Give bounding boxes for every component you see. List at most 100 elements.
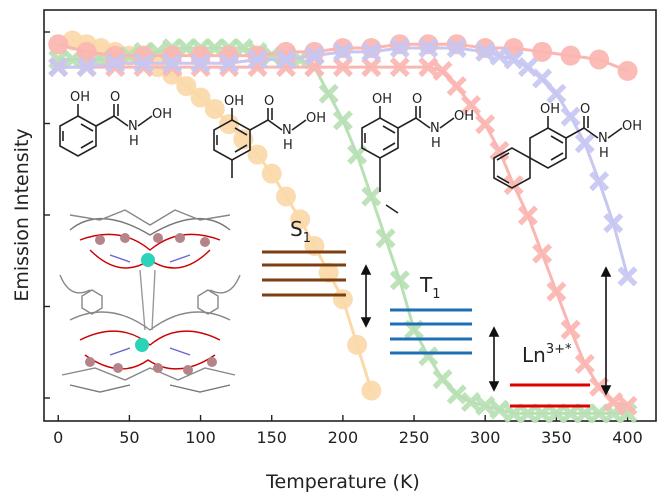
ligand-2-o: O	[264, 94, 274, 109]
data-point	[318, 83, 339, 104]
data-point	[560, 106, 581, 127]
data-point	[389, 57, 410, 78]
data-point	[503, 175, 524, 196]
data-point	[219, 53, 239, 74]
data-point	[503, 49, 524, 70]
data-point	[133, 53, 154, 74]
data-point	[461, 95, 481, 116]
x-tick-label: 100	[185, 428, 216, 447]
x-tick-label: 0	[53, 428, 63, 447]
ligand-2-noh: OH	[306, 111, 326, 126]
data-point	[589, 49, 610, 70]
data-point	[361, 380, 382, 401]
ligand-1-n: N	[128, 119, 138, 134]
data-point	[361, 41, 382, 62]
x-tick-label: 400	[612, 428, 643, 447]
data-point	[389, 270, 410, 291]
data-point	[290, 209, 311, 230]
ligand-structure-3	[361, 106, 455, 214]
data-point	[361, 186, 382, 207]
data-point	[204, 98, 225, 119]
data-point	[247, 144, 268, 165]
data-point	[532, 41, 553, 62]
data-point	[574, 403, 595, 424]
data-point	[489, 45, 510, 66]
data-point	[418, 57, 439, 78]
data-point	[446, 38, 467, 59]
ligand-labels-3: OH O N H OH	[372, 92, 474, 151]
data-point	[105, 53, 126, 74]
ligand-3-h: H	[431, 136, 441, 151]
data-point	[432, 369, 453, 390]
data-point	[76, 57, 97, 78]
data-point	[48, 34, 69, 55]
ligand-1-h: H	[129, 134, 139, 149]
ligand-4-h: H	[599, 146, 609, 161]
x-axis-label: Temperature (K)	[265, 471, 420, 493]
t1-energy-levels	[390, 308, 472, 355]
ligand-4-oh: OH	[540, 102, 560, 117]
data-point	[574, 133, 595, 154]
data-point	[432, 60, 453, 81]
data-point	[375, 228, 396, 249]
y-axis-label: Emission Intensity	[11, 128, 33, 301]
ligand-structure-1	[59, 104, 153, 157]
data-point	[190, 87, 211, 108]
ligand-3-noh: OH	[454, 109, 474, 124]
ligand-labels-2: OH O N H OH	[224, 94, 326, 153]
data-point	[162, 53, 183, 74]
data-point	[560, 45, 581, 66]
data-point	[418, 346, 439, 367]
ligand-3-oh: OH	[372, 92, 392, 107]
ligand-structure-2	[213, 108, 307, 178]
crystal-atoms	[85, 233, 217, 375]
x-tick-label: 200	[328, 428, 359, 447]
data-point	[261, 163, 282, 184]
data-point	[219, 114, 240, 135]
data-point	[176, 76, 197, 97]
series-layer	[48, 30, 638, 424]
energy-gap-arrows	[360, 264, 612, 396]
data-point	[546, 83, 567, 104]
data-point	[546, 403, 567, 424]
data-point	[247, 49, 268, 70]
data-point	[503, 403, 524, 424]
data-point	[418, 38, 439, 59]
ligand-2-h: H	[283, 138, 293, 153]
data-point	[446, 384, 467, 405]
data-point	[332, 110, 353, 131]
ligand-3-o: O	[412, 92, 422, 107]
data-point	[532, 68, 553, 89]
data-point	[389, 38, 410, 59]
data-point	[190, 53, 211, 74]
s1-label: S1	[290, 217, 311, 246]
series-line	[58, 65, 628, 408]
data-point	[446, 76, 467, 97]
ligand-4-o: O	[580, 102, 590, 117]
data-point	[560, 319, 581, 340]
data-point	[617, 266, 638, 287]
data-point	[461, 392, 481, 412]
ligand-structure-4	[493, 116, 623, 189]
data-point	[76, 41, 97, 62]
data-point	[475, 114, 496, 135]
ln-energy-levels	[510, 383, 590, 408]
data-point	[489, 399, 510, 420]
data-point	[517, 205, 538, 226]
ligand-4-n: N	[598, 131, 608, 146]
data-point	[603, 392, 624, 412]
data-point	[332, 57, 353, 78]
data-point	[304, 45, 325, 66]
ligand-labels-1: OH O N H OH	[70, 90, 172, 149]
data-point	[332, 289, 353, 310]
ligand-1-noh: OH	[152, 107, 172, 122]
x-tick-label: 350	[541, 428, 572, 447]
data-point	[347, 144, 368, 165]
ligand-1-oh: OH	[70, 90, 90, 105]
data-point	[560, 403, 581, 424]
data-point	[48, 57, 69, 78]
data-point	[332, 41, 353, 62]
data-point	[361, 57, 382, 78]
data-point	[617, 395, 638, 416]
